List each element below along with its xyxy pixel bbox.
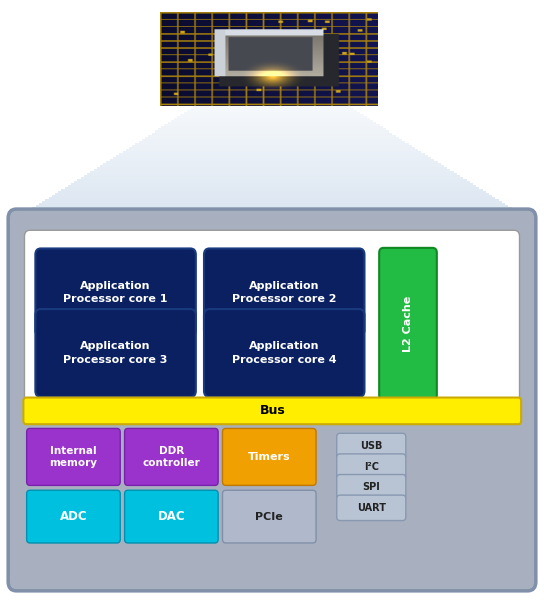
Polygon shape [190,108,354,110]
Polygon shape [58,191,486,193]
Polygon shape [87,173,457,175]
FancyBboxPatch shape [337,433,406,459]
Polygon shape [187,110,357,112]
Polygon shape [90,171,454,173]
FancyBboxPatch shape [24,230,520,403]
FancyBboxPatch shape [337,454,406,479]
FancyBboxPatch shape [337,495,406,521]
FancyBboxPatch shape [35,309,196,397]
Polygon shape [77,179,467,181]
Polygon shape [119,153,425,155]
Polygon shape [135,142,409,145]
Text: USB: USB [360,441,382,451]
Text: Application
Processor core 3: Application Processor core 3 [64,341,168,365]
Polygon shape [151,133,393,135]
FancyBboxPatch shape [23,398,521,424]
Text: Application
Processor core 1: Application Processor core 1 [63,281,168,304]
Polygon shape [45,199,499,201]
Polygon shape [71,183,473,185]
Text: Application
Processor core 2: Application Processor core 2 [232,281,337,304]
Polygon shape [16,218,528,219]
FancyBboxPatch shape [27,428,120,485]
Polygon shape [154,130,390,133]
Polygon shape [100,165,444,167]
Text: SPI: SPI [362,482,380,492]
Polygon shape [97,167,447,169]
Polygon shape [116,155,428,157]
Polygon shape [23,213,521,215]
Polygon shape [203,100,341,102]
Polygon shape [158,128,386,130]
FancyBboxPatch shape [337,474,406,500]
Polygon shape [184,112,360,115]
Text: Internal
memory: Internal memory [50,446,97,468]
Text: I²C: I²C [364,462,379,471]
FancyBboxPatch shape [379,248,437,400]
Text: UART: UART [357,503,386,513]
Polygon shape [171,121,373,122]
Polygon shape [164,124,380,127]
FancyBboxPatch shape [27,490,120,543]
FancyBboxPatch shape [204,248,364,336]
Polygon shape [161,127,383,128]
Polygon shape [68,185,476,187]
Polygon shape [103,163,441,165]
Polygon shape [132,145,412,147]
Text: PCIe: PCIe [255,511,283,522]
Polygon shape [36,205,508,207]
Text: Timers: Timers [248,452,290,462]
FancyBboxPatch shape [125,428,218,485]
Polygon shape [142,139,402,141]
FancyBboxPatch shape [35,248,196,336]
Polygon shape [61,189,483,191]
FancyBboxPatch shape [8,209,536,591]
FancyBboxPatch shape [125,490,218,543]
Text: L2 Cache: L2 Cache [403,296,413,352]
Polygon shape [107,161,437,163]
Polygon shape [29,209,515,211]
Polygon shape [20,215,524,218]
Text: ADC: ADC [60,510,87,523]
Polygon shape [193,106,351,108]
Polygon shape [39,203,505,205]
Polygon shape [174,118,370,121]
Polygon shape [145,136,399,139]
FancyBboxPatch shape [222,428,316,485]
FancyBboxPatch shape [204,309,364,397]
Polygon shape [129,147,415,148]
Polygon shape [196,104,348,106]
Text: DAC: DAC [158,510,185,523]
Text: Bus: Bus [259,404,285,418]
Polygon shape [113,157,431,159]
FancyBboxPatch shape [222,490,316,543]
Polygon shape [65,187,479,189]
Polygon shape [110,159,434,161]
Polygon shape [168,122,376,124]
Polygon shape [126,148,418,151]
Polygon shape [149,135,395,136]
Polygon shape [181,115,363,116]
Polygon shape [26,211,518,213]
Polygon shape [94,169,450,171]
Polygon shape [33,207,511,209]
Polygon shape [48,197,496,199]
Polygon shape [74,181,469,183]
Polygon shape [42,201,502,203]
Polygon shape [122,151,422,153]
Polygon shape [206,98,338,100]
Polygon shape [139,141,405,142]
Polygon shape [81,177,463,179]
Text: DDR
controller: DDR controller [143,446,200,468]
Polygon shape [52,195,492,197]
Polygon shape [177,116,367,118]
Polygon shape [84,175,460,177]
Text: Application
Processor core 4: Application Processor core 4 [232,341,337,365]
Polygon shape [55,193,489,195]
Polygon shape [200,102,344,104]
